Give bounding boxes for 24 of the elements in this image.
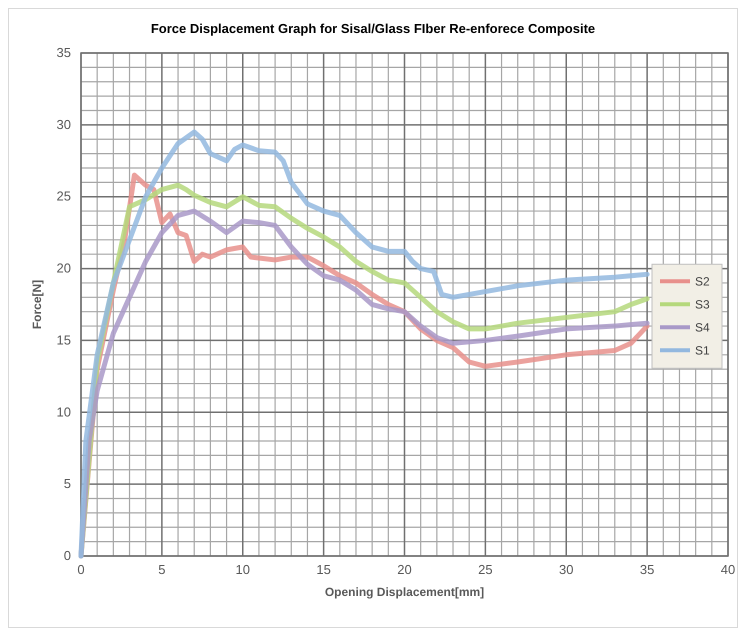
y-tick-label: 35 xyxy=(56,45,71,60)
x-tick-label: 20 xyxy=(397,562,412,577)
y-tick-label: 10 xyxy=(56,404,71,420)
y-tick-label: 0 xyxy=(64,548,71,563)
x-tick-label: 35 xyxy=(640,562,654,577)
y-tick-label: 25 xyxy=(56,188,71,204)
y-tick-label: 5 xyxy=(64,476,71,492)
x-axis-title: Opening Displacement[mm] xyxy=(324,585,484,599)
legend-label: S3 xyxy=(695,297,710,312)
x-tick-label: 0 xyxy=(77,562,85,577)
x-tick-label: 40 xyxy=(720,562,736,577)
legend-label: S4 xyxy=(695,320,710,334)
legend-label: S1 xyxy=(695,343,710,358)
y-tick-label: 15 xyxy=(56,332,71,348)
y-tick-label: 30 xyxy=(56,116,71,132)
y-tick-label: 20 xyxy=(56,260,71,276)
x-tick-label: 25 xyxy=(478,562,493,577)
x-tick-label: 15 xyxy=(316,562,331,577)
y-axis-title: Force[N] xyxy=(30,280,44,330)
x-tick-label: 10 xyxy=(236,562,250,577)
legend-label: S2 xyxy=(695,274,710,288)
x-tick-label: 5 xyxy=(158,562,166,577)
chart-title: Force Displacement Graph for Sisal/Glass FIber Re-enforece Composite xyxy=(150,21,596,36)
x-tick-label: 30 xyxy=(559,562,574,577)
